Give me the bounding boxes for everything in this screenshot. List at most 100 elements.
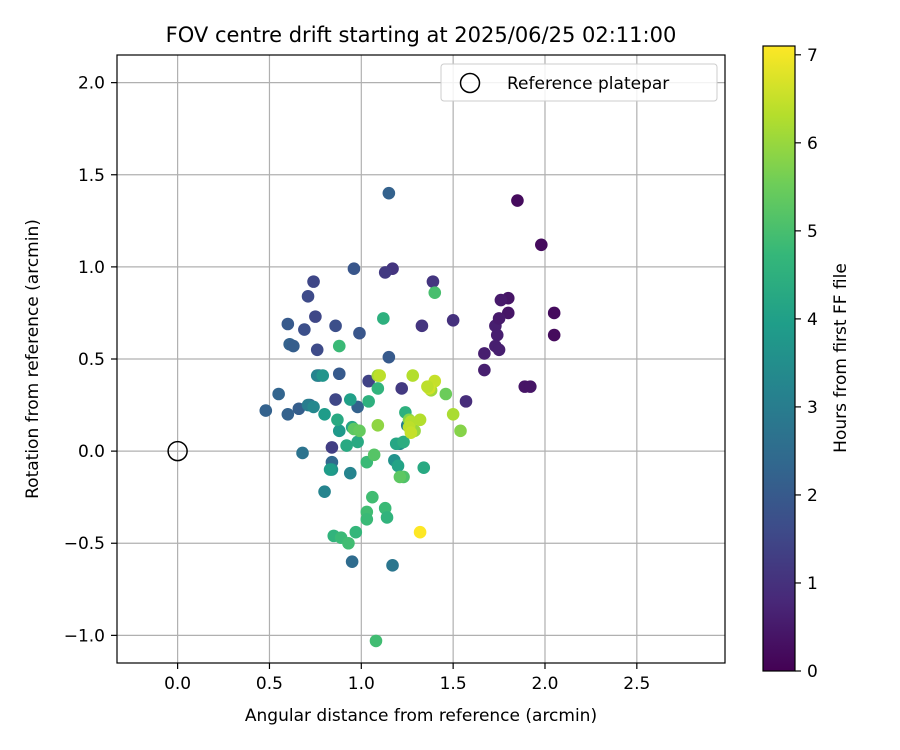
scatter-point [494,293,508,307]
scatter-point [287,339,300,353]
scatter-point [490,328,504,342]
scatter-point [351,435,364,449]
scatter-point [547,306,561,320]
scatter-point [391,459,405,473]
scatter-point [259,404,273,417]
y-tick-label: 0.0 [78,442,105,462]
y-tick-label: 1.0 [78,258,105,278]
scatter-point [360,512,374,526]
scatter-point [329,393,342,406]
legend-entry-reference: Reference platepar [507,74,669,94]
scatter-point [492,312,506,325]
scatter-point [318,485,331,498]
scatter-point [459,395,473,408]
scatter-point [535,238,548,252]
scatter-point [415,319,429,333]
scatter-point [413,525,427,539]
scatter-point [331,413,344,427]
scatter-point [547,328,561,342]
scatter-point [362,374,375,388]
scatter-point [332,367,346,381]
scatter-point [307,400,320,414]
scatter-point [345,555,359,568]
legend: Reference platepar [440,63,718,102]
legend-box [440,63,718,102]
scatter-point [386,559,399,572]
scatter-point [523,380,537,393]
scatter-point [343,466,357,480]
scatter-point [378,266,392,279]
scatter-point [478,347,491,360]
colorbar-tick-label: 6 [807,134,818,154]
colorbar-tick-label: 5 [807,222,818,242]
scatter-point [371,382,385,395]
y-axis-label: Rotation from reference (arcmin) [23,219,43,499]
colorbar-label: Hours from first FF file [831,263,851,453]
scatter-point [397,435,410,449]
x-tick-label: 2.0 [531,674,558,694]
plot-area: 0.0 0.5 1.0 1.5 2.0 2.5 −1.0 −0.5 0.0 0.5 1.0 1.5 2… [64,54,726,694]
scatter-point [373,369,386,382]
scatter-point [426,275,440,288]
scatter-point [296,446,309,460]
scatter-point [501,306,515,320]
scatter-point [511,194,524,207]
x-tick-label: 0.5 [256,674,283,694]
colorbar: 0 1 2 3 4 5 6 7 Hours from first FF file [762,45,851,682]
legend-reference-marker [459,72,481,94]
y-tick-label: 2.0 [78,74,105,94]
colorbar-frame [762,45,796,672]
scatter-point [340,439,353,452]
scatter-point [380,511,394,524]
scatter-point [366,490,379,504]
scatter-point [342,536,355,550]
colorbar-tick-label: 4 [807,310,818,330]
scatter-point [367,448,381,462]
scatter-point [454,424,467,438]
scatter-point [478,363,491,377]
colorbar-tick-label: 7 [807,46,818,66]
scatter-point [421,380,434,393]
scatter-point [329,319,342,333]
x-axis-ticks: 0.0 0.5 1.0 1.5 2.0 2.5 [164,663,650,694]
scatter-point [362,395,375,408]
scatter-point [382,350,396,364]
scatter-point [301,290,315,303]
scatter-point [281,407,295,421]
scatter-point [332,424,346,438]
scatter-point [369,634,383,648]
y-tick-label: −0.5 [64,534,105,554]
scatter-point [492,343,506,357]
scatter-point [417,461,431,475]
scatter-point [353,326,366,340]
x-axis-label: Angular distance from reference (arcmin) [245,706,597,726]
colorbar-tick-label: 2 [807,486,818,506]
scatter-point [439,387,453,401]
colorbar-tick-label: 3 [807,398,818,418]
scatter-point [404,426,418,439]
x-tick-label: 1.0 [348,674,375,694]
scatter-point [406,369,420,382]
colorbar-gradient [763,46,795,671]
scatter-point [307,275,320,288]
scatter-point [325,441,339,454]
y-axis-ticks: −1.0 −0.5 0.0 0.5 1.0 1.5 2.0 [64,74,117,646]
scatter-point [281,317,295,331]
scatter-point [377,312,390,325]
scatter-point [316,369,330,382]
colorbar-tick-label: 0 [807,662,818,682]
scatter-points [259,186,561,648]
colorbar-tick-label: 1 [807,574,818,594]
scatter-point [272,387,285,401]
scatter-point [323,463,337,476]
scatter-point [318,407,331,421]
scatter-point [395,382,409,395]
x-tick-label: 1.5 [440,674,467,694]
scatter-point [298,323,311,336]
colorbar-ticks: 0 1 2 3 4 5 6 7 [795,46,818,682]
y-tick-label: 1.5 [78,166,105,186]
scatter-point [446,314,460,327]
scatter-point [347,262,361,276]
y-tick-label: −1.0 [64,626,105,646]
